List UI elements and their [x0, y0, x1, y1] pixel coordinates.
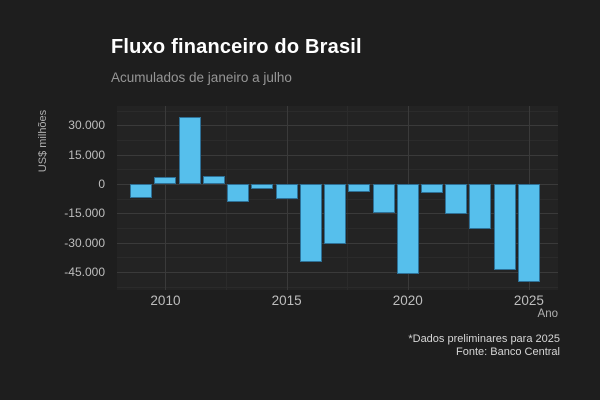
caption-line-2: Fonte: Banco Central [456, 346, 560, 358]
caption: *Dados preliminares para 2025 Fonte: Ban… [260, 333, 560, 359]
x-tick-label: 2025 [513, 293, 544, 308]
gridline-major-horizontal [117, 125, 558, 127]
chart-subtitle: Acumulados de janeiro a julho [111, 70, 292, 85]
bar-2020 [396, 183, 419, 275]
x-tick-label: 2020 [392, 293, 423, 308]
bar-2009 [130, 183, 153, 198]
y-tick-label: -30.000 [64, 235, 105, 250]
y-tick-label: -15.000 [64, 206, 105, 221]
gridline-minor-horizontal [117, 139, 558, 141]
gridline-minor-horizontal [117, 286, 558, 288]
x-tick-label: 2010 [150, 293, 181, 308]
bar-2012 [202, 176, 225, 184]
gridline-major-horizontal [117, 272, 558, 274]
x-axis-title: Ano [537, 308, 558, 320]
bar-2015 [275, 183, 298, 200]
y-tick-label: 15.000 [68, 147, 105, 162]
bar-2017 [324, 183, 347, 245]
bar-2025 [517, 183, 540, 283]
caption-line-1: *Dados preliminares para 2025 [408, 333, 560, 345]
gridline-minor-horizontal [117, 169, 558, 171]
bar-2019 [372, 183, 395, 213]
bar-2023 [469, 183, 492, 230]
y-tick-label: -45.000 [64, 265, 105, 280]
x-tick-label: 2015 [271, 293, 302, 308]
bar-2021 [421, 183, 443, 194]
bar-2011 [178, 117, 201, 184]
bar-2010 [154, 177, 177, 184]
bar-2013 [227, 183, 250, 203]
plot-panel [117, 106, 558, 290]
bar-2016 [299, 183, 322, 262]
chart-title: Fluxo financeiro do Brasil [111, 36, 362, 58]
gridline-minor-vertical [347, 106, 349, 290]
y-tick-label: 0 [98, 176, 105, 191]
bar-2024 [493, 183, 516, 271]
gridline-minor-vertical [226, 106, 228, 290]
gridline-minor-vertical [468, 106, 470, 290]
y-tick-label: 30.000 [68, 118, 105, 133]
bar-2014 [251, 183, 274, 190]
gridline-major-horizontal [117, 154, 558, 156]
gridline-minor-horizontal [117, 110, 558, 112]
bar-2022 [445, 183, 468, 214]
bar-2018 [348, 183, 371, 192]
gridline-minor-horizontal [117, 257, 558, 259]
gridline-major-vertical [165, 106, 167, 290]
